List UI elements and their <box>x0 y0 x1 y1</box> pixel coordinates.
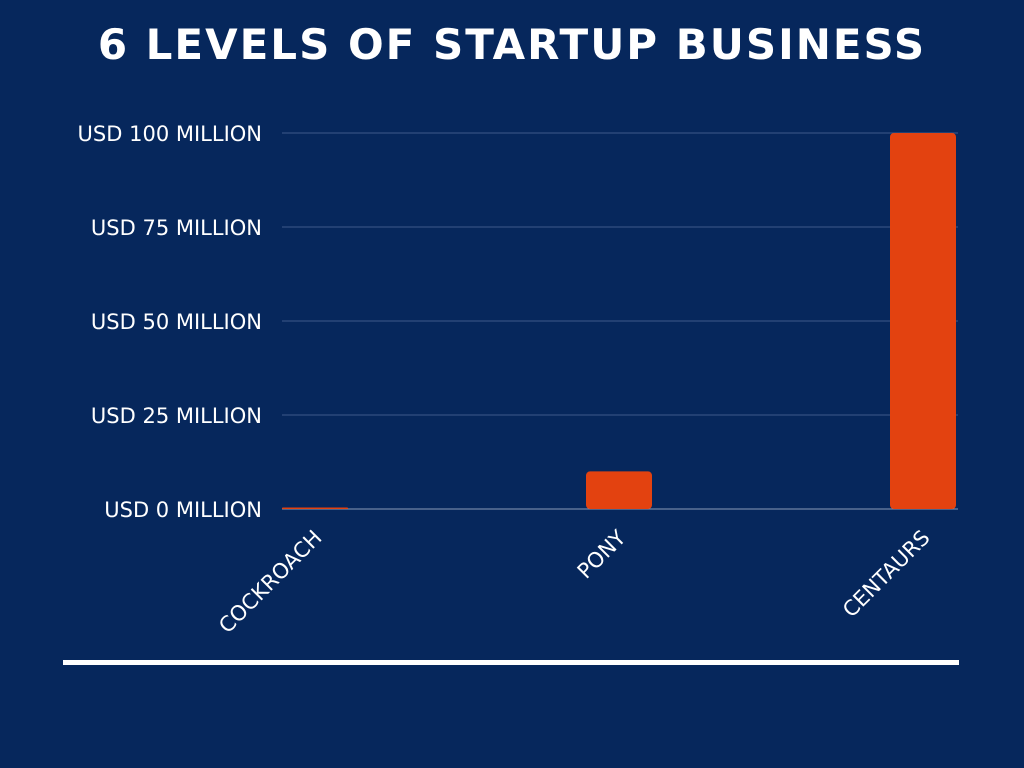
x-tick-label: CENTAURS <box>838 526 935 623</box>
y-tick-label: USD 25 MILLION <box>91 404 262 428</box>
divider-line <box>63 660 959 665</box>
x-tick-label: PONY <box>573 525 631 583</box>
y-tick-label: USD 0 MILLION <box>104 498 262 522</box>
y-tick-label: USD 100 MILLION <box>78 122 262 146</box>
y-tick-label: USD 75 MILLION <box>91 216 262 240</box>
y-tick-label: USD 50 MILLION <box>91 310 262 334</box>
x-tick-label: COCKROACH <box>214 526 326 638</box>
bar-centaurs <box>890 133 956 509</box>
bar-cockroach <box>282 507 348 509</box>
chart-title: 6 LEVELS OF STARTUP BUSINESS <box>97 20 927 69</box>
bar-pony <box>586 471 652 509</box>
